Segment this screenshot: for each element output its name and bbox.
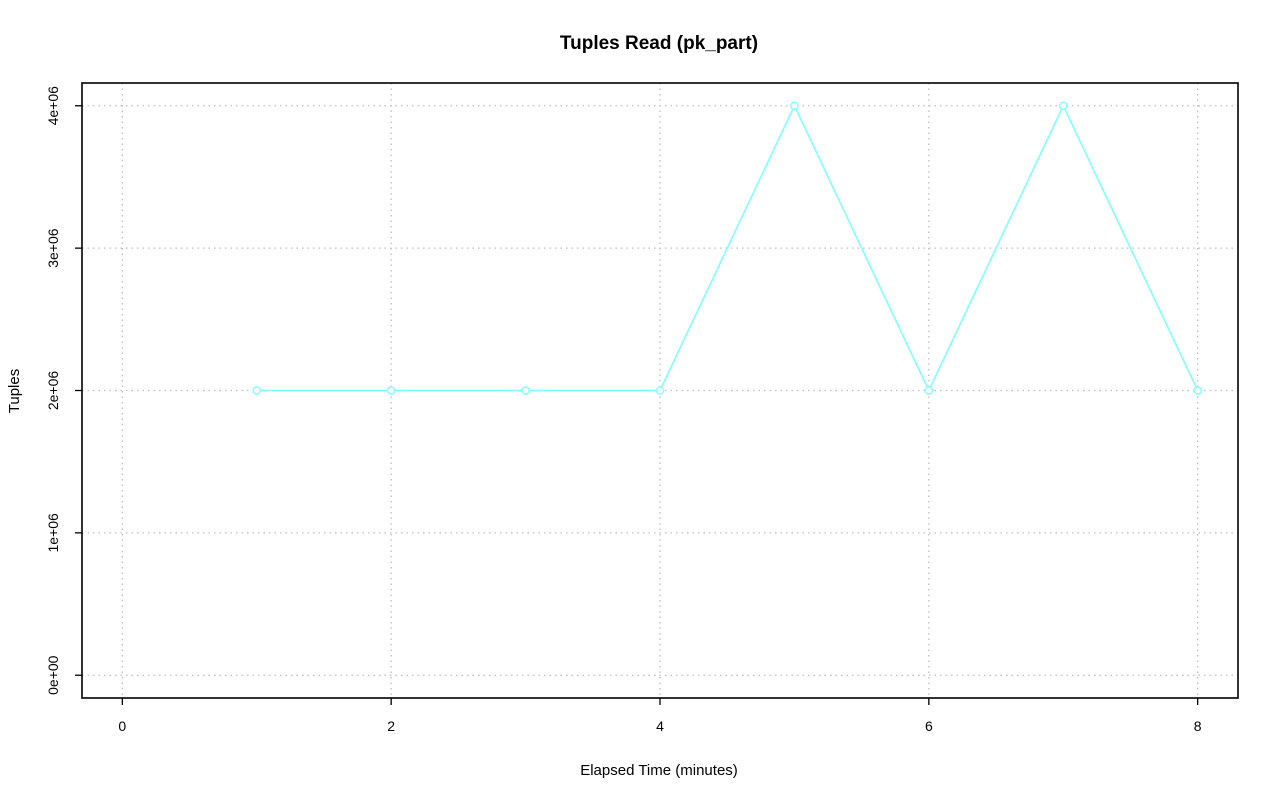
x-tick-label: 6 xyxy=(925,718,933,734)
data-point xyxy=(521,386,530,395)
x-tick-label: 0 xyxy=(118,718,126,734)
data-point xyxy=(790,101,799,111)
x-tick-label: 2 xyxy=(387,718,395,734)
data-point xyxy=(252,386,262,395)
data-point xyxy=(1058,101,1068,111)
x-axis-label: Elapsed Time (minutes) xyxy=(580,762,738,779)
data-point xyxy=(655,386,665,395)
y-tick-label: 1e+06 xyxy=(45,513,61,553)
y-axis: 0e+00 1e+06 2e+06 3e+06 4e+06 xyxy=(45,86,82,695)
data-series xyxy=(252,101,1202,395)
data-point xyxy=(924,386,934,395)
x-tick-label: 8 xyxy=(1194,718,1202,734)
chart-title: Tuples Read (pk_part) xyxy=(560,33,758,54)
x-axis: 0 2 4 6 8 xyxy=(118,698,1202,734)
y-tick-label: 0e+00 xyxy=(45,655,61,695)
series-line xyxy=(256,103,1199,393)
y-tick-label: 3e+06 xyxy=(45,228,61,268)
y-axis-label: Tuples xyxy=(6,369,23,413)
y-tick-label: 2e+06 xyxy=(45,371,61,411)
data-point xyxy=(386,386,396,395)
data-point xyxy=(1193,386,1202,395)
y-tick-label: 4e+06 xyxy=(45,86,61,126)
x-tick-label: 4 xyxy=(656,718,664,734)
